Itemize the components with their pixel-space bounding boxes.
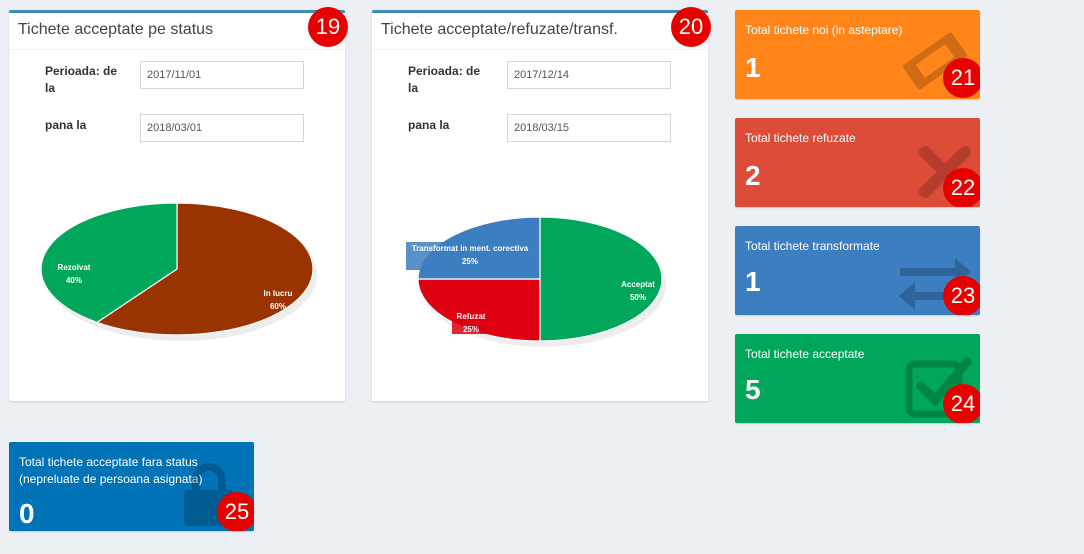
tile-label-line2: (nepreluate de persoana asignata): [19, 472, 203, 486]
period-to-label: pana la: [408, 118, 450, 132]
pie-label: In lucru 60%: [264, 289, 293, 311]
badge-21: 21: [943, 58, 980, 98]
pie-label: Acceptat 50%: [621, 280, 655, 302]
tile-label: Total tichete refuzate: [745, 131, 856, 145]
pie-label: Transformat in ment. corectiva 25%: [406, 242, 536, 270]
panel-title: Tichete acceptate pe status: [18, 21, 214, 38]
period-to-input[interactable]: [507, 114, 671, 142]
period-from-input[interactable]: [140, 61, 304, 89]
tile-value: 5: [745, 374, 761, 405]
divider: [372, 49, 708, 50]
badge-23: 23: [943, 276, 980, 315]
period-to-input[interactable]: [140, 114, 304, 142]
pie-label-value: 25%: [462, 257, 478, 266]
tile-refused-tickets[interactable]: Total tichete refuzate 2 22: [735, 118, 980, 207]
pie-label-box: [406, 242, 536, 270]
pie-label-value: 25%: [463, 325, 479, 334]
tile-label: Total tichete acceptate: [745, 347, 865, 361]
tile-label: Total tichete acceptate fara status (nep…: [19, 454, 202, 488]
pie-label-category: Transformat in ment. corectiva: [412, 244, 529, 253]
pie-label-category: Acceptat: [621, 280, 655, 289]
pie-label-box: [452, 310, 490, 334]
exchange-icon: [899, 258, 971, 310]
status-pie-chart: In lucru 60% Rezolvat 40%: [40, 203, 317, 341]
pie-label-category: Refuzat: [457, 312, 486, 321]
tile-label-line1: Total tichete acceptate fara status: [19, 455, 198, 469]
badge-24: 24: [943, 384, 980, 423]
period-to-label: pana la: [45, 118, 87, 132]
tile-new-tickets[interactable]: Total tichete noi (in asteptare) 1 21: [735, 10, 980, 99]
badge-19: 19: [308, 7, 348, 47]
tile-label: Total tichete transformate: [745, 239, 880, 253]
pie-label: Refuzat 25%: [452, 310, 490, 334]
tile-value: 1: [745, 52, 761, 83]
period-from-label: Perioada: de la: [45, 64, 118, 95]
tile-transformed-tickets[interactable]: Total tichete transformate 1 23: [735, 226, 980, 315]
panel-title: Tichete acceptate/refuzate/transf.: [381, 21, 618, 38]
tile-label: Total tichete noi (in asteptare): [745, 23, 903, 37]
pie-label-category: In lucru: [264, 289, 293, 298]
pie-label-value: 60%: [270, 302, 286, 311]
pie-label: Rezolvat 40%: [58, 263, 91, 285]
tile-no-status-tickets[interactable]: Total tichete acceptate fara status (nep…: [9, 442, 254, 531]
tile-value: 2: [745, 160, 761, 191]
pie-label-category: Rezolvat: [58, 263, 91, 272]
pie-slice-rezolvat[interactable]: [40, 203, 178, 324]
panel-status: Tichete acceptate pe status Perioada: de…: [9, 7, 348, 401]
ticket-icon: [902, 32, 968, 90]
divider: [9, 49, 345, 50]
badge-20: 20: [671, 7, 711, 47]
badge-25: 25: [217, 492, 254, 531]
pie-slice-in-lucru[interactable]: [95, 203, 314, 336]
tile-value: 0: [19, 498, 35, 529]
pie-slice-acceptat[interactable]: [539, 216, 663, 342]
period-from-input[interactable]: [507, 61, 671, 89]
tile-accepted-tickets[interactable]: Total tichete acceptate 5 24: [735, 334, 980, 423]
period-from-label: Perioada: de la: [408, 64, 481, 95]
panel-accept: Tichete acceptate/refuzate/transf. Perio…: [372, 7, 711, 401]
pie-label-value: 40%: [66, 276, 82, 285]
pie-label-value: 50%: [630, 293, 646, 302]
tile-value: 1: [745, 266, 761, 297]
badge-22: 22: [943, 168, 980, 207]
